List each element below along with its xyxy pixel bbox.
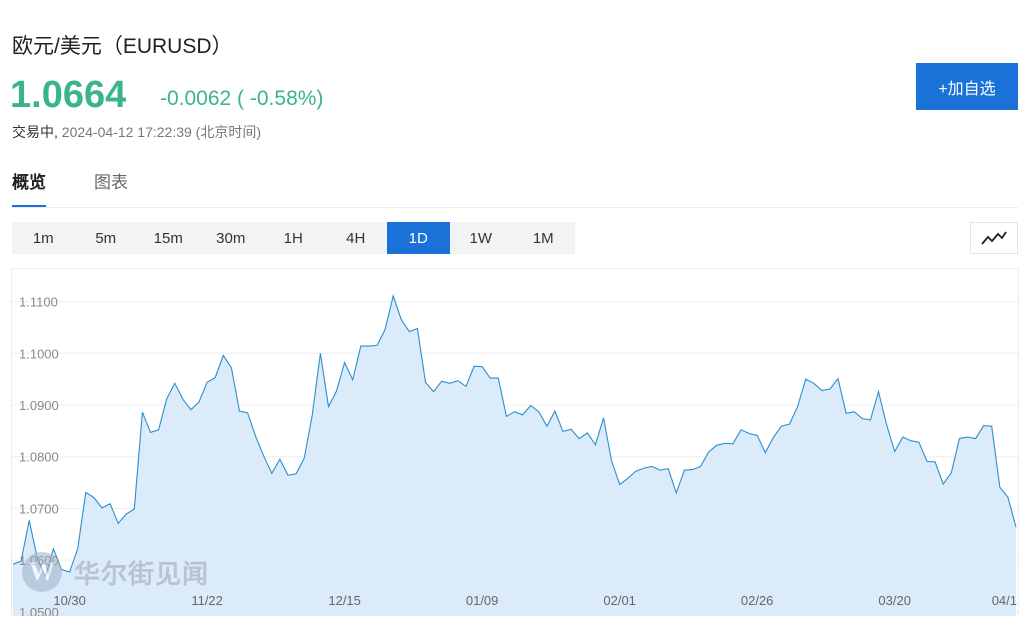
x-tick-label: 04/1	[992, 593, 1017, 608]
x-tick-label: 02/01	[603, 593, 636, 608]
tab-overview[interactable]: 概览	[12, 168, 46, 208]
period-selector: 1m 5m 15m 30m 1H 4H 1D 1W 1M	[12, 222, 575, 254]
page-title: 欧元/美元（EURUSD）	[12, 35, 233, 58]
period-1d[interactable]: 1D	[387, 222, 450, 254]
chart-area: 1.05001.06001.07001.08001.09001.10001.11…	[11, 268, 1019, 620]
period-1m[interactable]: 1m	[32, 229, 54, 247]
watermark-logo-icon: W	[22, 552, 62, 592]
period-15m[interactable]: 15m	[153, 229, 183, 247]
price-chart: 1.05001.06001.07001.08001.09001.10001.11…	[12, 293, 1018, 620]
y-tick-label: 1.1000	[19, 346, 59, 361]
current-price: 1.0664	[10, 74, 127, 116]
x-tick-label: 02/26	[741, 593, 774, 608]
series-line	[12, 293, 1017, 578]
watermark-text: 华尔街见闻	[74, 559, 210, 590]
status-timestamp: 2024-04-12 17:22:39 (北京时间)	[61, 124, 261, 140]
period-1h[interactable]: 1H	[283, 229, 303, 247]
y-tick-label: 1.0900	[19, 398, 59, 413]
add-watchlist-button[interactable]: +加自选	[916, 63, 1018, 110]
tab-chart[interactable]: 图表	[94, 173, 128, 192]
trading-status: 交易中, 2024-04-12 17:22:39 (北京时间)	[12, 122, 261, 142]
x-tick-label: 01/09	[466, 593, 499, 608]
tab-divider	[12, 207, 1018, 208]
y-tick-label: 1.0800	[19, 450, 59, 465]
x-tick-label: 03/20	[878, 593, 911, 608]
status-label: 交易中,	[12, 124, 58, 140]
x-tick-label: 12/15	[328, 593, 361, 608]
line-chart-icon	[981, 231, 1007, 245]
x-tick-label: 10/30	[53, 593, 86, 608]
price-change: -0.0062 ( -0.58%)	[160, 87, 324, 110]
y-tick-label: 1.0700	[19, 501, 59, 516]
watermark: W 华尔街见闻	[22, 552, 209, 592]
period-1w[interactable]: 1W	[469, 229, 493, 247]
period-4h[interactable]: 4H	[346, 229, 366, 247]
chart-type-button[interactable]	[970, 222, 1018, 254]
y-tick-label: 1.1100	[19, 295, 58, 310]
period-30m[interactable]: 30m	[216, 229, 246, 247]
series-area	[13, 295, 1016, 616]
period-5m[interactable]: 5m	[95, 229, 117, 247]
x-tick-label: 11/22	[191, 593, 223, 608]
period-1mo[interactable]: 1M	[532, 229, 554, 247]
